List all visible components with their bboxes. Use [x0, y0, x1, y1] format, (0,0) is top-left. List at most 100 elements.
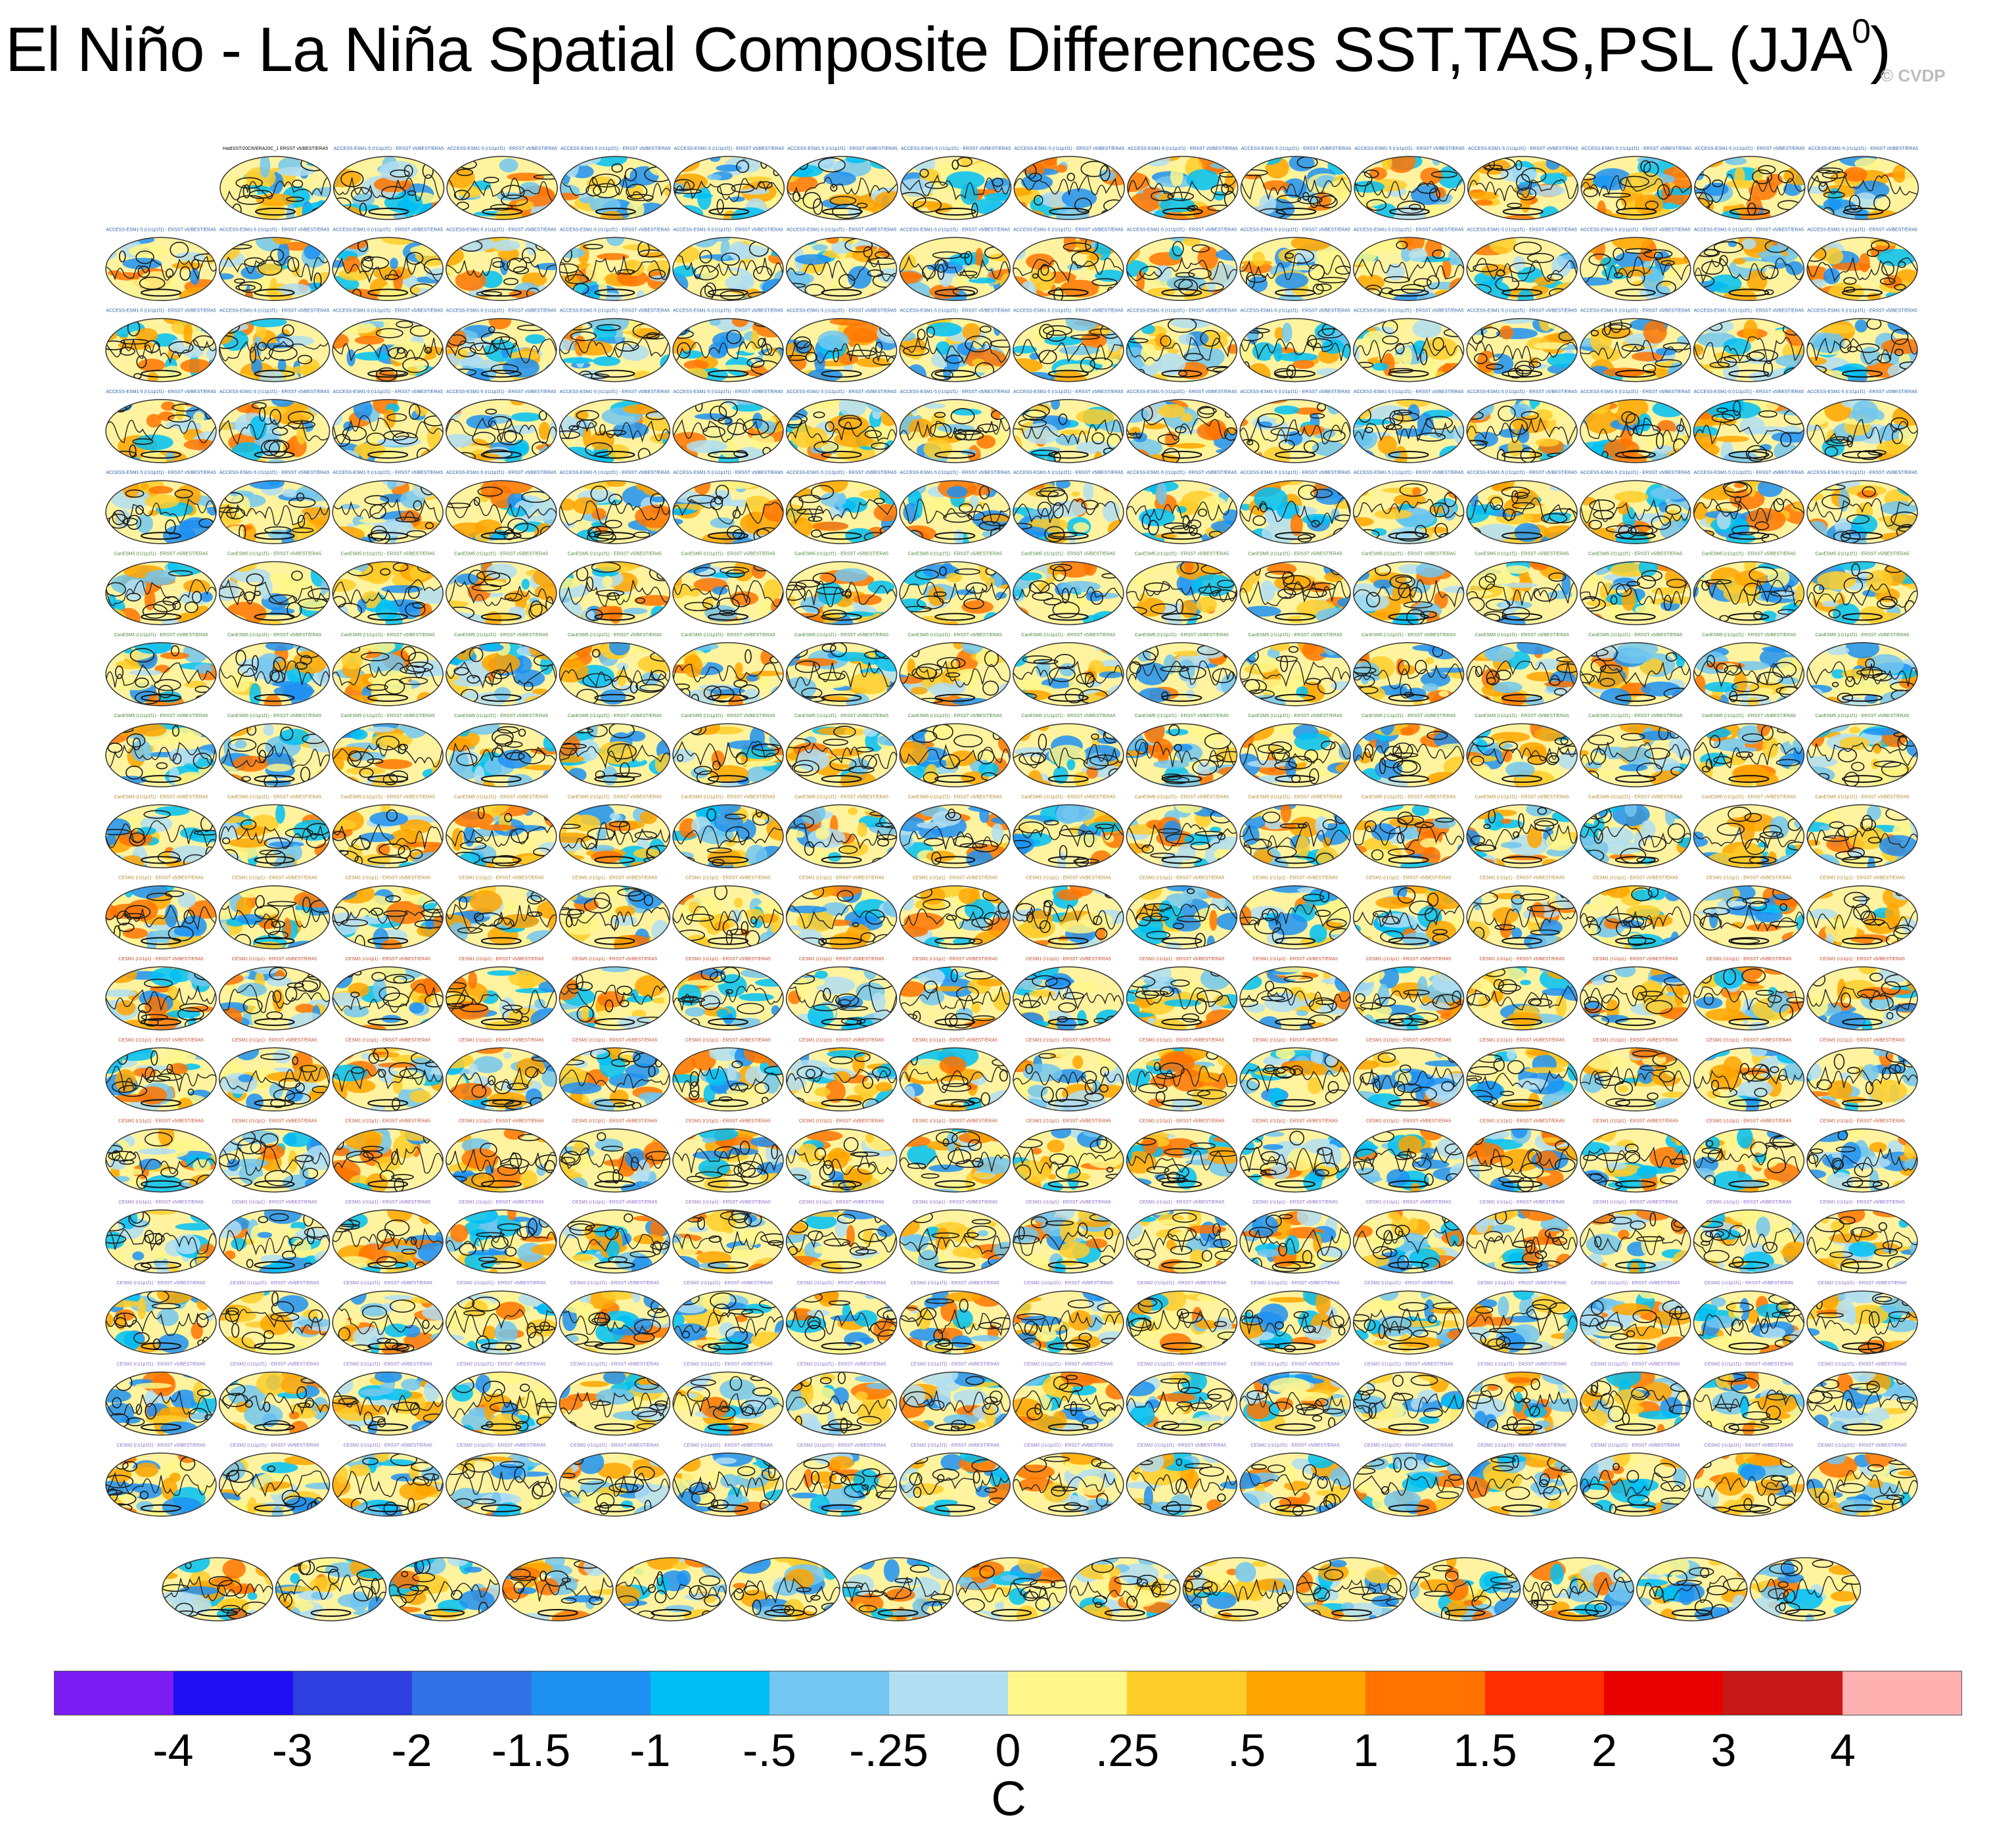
- map-panel-title: ACCESS-ESM1-5 (r1i1p1f1) - ERSST v5/BEST…: [673, 309, 783, 314]
- map-panel: CESM1 (r1i1p1) - ERSST v5/BEST/ERA5: [559, 1200, 671, 1274]
- map-panel: CanESM5 (r1i1p1f1) - ERSST v5/BEST/ERA5: [1580, 795, 1691, 869]
- map-panel-title: ACCESS-ESM1-5 (r1i1p1f1) - ERSST v5/BEST…: [219, 471, 330, 475]
- map-panel: CanESM5 (r1i1p1f1) - ERSST v5/BEST/ERA5: [672, 714, 784, 787]
- map-panel: CanESM5 (r1i1p1f1) - ERSST v5/BEST/ERA5: [1126, 795, 1238, 869]
- map-panel: CESM1 (r1i1p1) - ERSST v5/BEST/ERA5: [785, 1200, 898, 1274]
- map-panel: CESM2 (r1i1p1f1) - ERSST v5/BEST/ERA5: [1806, 1362, 1918, 1436]
- map-panel-title: ACCESS-ESM1-5 (r1i1p1f1) - ERSST v5/BEST…: [1354, 390, 1464, 394]
- map-panel: CESM1 (r1i1p1) - ERSST v5/BEST/ERA5: [785, 957, 898, 1031]
- map-panel-title: CanESM5 (r1i1p1f1) - ERSST v5/BEST/ERA5: [1021, 714, 1115, 718]
- map-panel: CanESM5 (r1i1p1f1) - ERSST v5/BEST/ERA5: [1806, 714, 1918, 787]
- map-panel: CESM2 (r1i1p1f1) - ERSST v5/BEST/ERA5: [332, 1362, 444, 1436]
- map-panel: CESM1 (r1i1p1) - ERSST v5/BEST/ERA5: [559, 1038, 671, 1112]
- map-panel: CESM1 (r1i1p1) - ERSST v5/BEST/ERA5: [1239, 1200, 1351, 1274]
- map-panel: ACCESS-ESM1-5 (r1i1p1f1) - ERSST v5/BEST…: [218, 227, 331, 302]
- map-panel: ACCESS-ESM1-5 (r1i1p1f1) - ERSST v5/BEST…: [899, 309, 1011, 383]
- map-panel-title: CESM1 (r1i1p1) - ERSST v5/BEST/ERA5: [232, 957, 317, 962]
- map-panel: ACCESS-ESM1-5 (r1i1p1f1) - ERSST v5/BEST…: [332, 309, 444, 383]
- map-panel-title: CanESM5 (r1i1p1f1) - ERSST v5/BEST/ERA5: [1362, 633, 1455, 638]
- map-panel: CESM1 (r1i1p1) - ERSST v5/BEST/ERA5: [1239, 957, 1351, 1031]
- map-panel-title: ACCESS-ESM1-5 (r1i1p1f1) - ERSST v5/BEST…: [106, 390, 216, 394]
- map-panel-title: CESM1 (r1i1p1) - ERSST v5/BEST/ERA5: [1366, 1200, 1452, 1205]
- map-panel: CanESM5 (r1i1p1f1) - ERSST v5/BEST/ERA5: [559, 795, 671, 869]
- map-panel-title: CanESM5 (r1i1p1f1) - ERSST v5/BEST/ERA5: [341, 795, 435, 799]
- map-panel: CESM1 (r1i1p1) - ERSST v5/BEST/ERA5: [332, 1038, 444, 1112]
- colorbar-box: [1127, 1671, 1247, 1715]
- map-panel-title: CESM1 (r1i1p1) - ERSST v5/BEST/ERA5: [118, 876, 204, 881]
- map-panel-title: CESM1 (r1i1p1) - ERSST v5/BEST/ERA5: [1593, 1200, 1678, 1205]
- map-panel-title: ACCESS-ESM1-5 (r1i1p1f1) - ERSST v5/BEST…: [1807, 390, 1917, 394]
- map-panel: CESM2 (r1i1p1f1) - ERSST v5/BEST/ERA5: [1013, 1362, 1124, 1436]
- map-panel-title: CESM2 (r1i1p1f1) - ERSST v5/BEST/ERA5: [230, 1443, 319, 1448]
- map-panel: ACCESS-ESM1-5 (r1i1p1f1) - ERSST v5/BEST…: [1580, 309, 1691, 383]
- map-panel-title: CESM1 (r1i1p1) - ERSST v5/BEST/ERA5: [572, 1038, 658, 1042]
- map-panel: CanESM5 (r1i1p1f1) - ERSST v5/BEST/ERA5: [332, 795, 444, 869]
- map-panel: ACCESS-ESM1-5 (r1i1p1f1) - ERSST v5/BEST…: [1352, 471, 1465, 544]
- map-panel: ACCESS-ESM1-5 (r1i1p1f1) - ERSST v5/BEST…: [332, 147, 445, 220]
- map-panel-title: CESM2 (r1i1p1f1) - ERSST v5/BEST/ERA5: [344, 1443, 432, 1448]
- map-panel-title: CanESM5 (r1i1p1f1) - ERSST v5/BEST/ERA5: [1362, 714, 1455, 718]
- map-panel: CESM1 (r1i1p1) - ERSST v5/BEST/ERA5: [1466, 1119, 1578, 1193]
- map-panel: CanESM5 (r1i1p1f1) - ERSST v5/BEST/ERA5: [1352, 633, 1465, 707]
- map-panel: CanESM5 (r1i1p1f1) - ERSST v5/BEST/ERA5: [105, 552, 217, 626]
- map-panel-title: CanESM5 (r1i1p1f1) - ERSST v5/BEST/ERA5: [568, 714, 662, 718]
- map-panel: CanESM5 (r1i1p1f1) - ERSST v5/BEST/ERA5: [1466, 714, 1578, 787]
- map-panel-title: CESM1 (r1i1p1) - ERSST v5/BEST/ERA5: [459, 1200, 544, 1205]
- map-panel-title: CESM2 (r1i1p1f1) - ERSST v5/BEST/ERA5: [1137, 1443, 1226, 1448]
- map-panel-title: ACCESS-ESM1-5 (r1i1p1f1) - ERSST v5/BEST…: [1240, 227, 1350, 232]
- map-panel-title: CESM2 (r1i1p1f1) - ERSST v5/BEST/ERA5: [570, 1443, 659, 1448]
- map-panel: CESM2 (r1i1p1f1) - ERSST v5/BEST/ERA5: [446, 1281, 557, 1355]
- map-panel: ACCESS-ESM1-5 (r1i1p1f1) - ERSST v5/BEST…: [672, 309, 784, 383]
- map-panel: CESM2 (r1i1p1f1) - ERSST v5/BEST/ERA5: [218, 1362, 331, 1436]
- map-panel-title: ACCESS-ESM1-5 (r1i1p1f1) - ERSST v5/BEST…: [219, 390, 330, 394]
- map-panel: CESM1 (r1i1p1) - ERSST v5/BEST/ERA5: [1126, 1200, 1238, 1274]
- map-panel: ACCESS-ESM1-5 (r1i1p1f1) - ERSST v5/BEST…: [446, 471, 557, 544]
- map-panel-title: CESM2 (r1i1p1f1) - ERSST v5/BEST/ERA5: [1364, 1281, 1453, 1286]
- map-panel: CESM2 (r1i1p1f1) - ERSST v5/BEST/ERA5: [1806, 1443, 1918, 1517]
- map-panel-title: CESM2 (r1i1p1f1) - ERSST v5/BEST/ERA5: [1591, 1443, 1680, 1448]
- map-panel-title: CESM1 (r1i1p1) - ERSST v5/BEST/ERA5: [1252, 876, 1338, 881]
- map-panel-title: CESM1 (r1i1p1) - ERSST v5/BEST/ERA5: [685, 1119, 771, 1124]
- map-panel-title: CESM1 (r1i1p1) - ERSST v5/BEST/ERA5: [459, 876, 544, 881]
- map-panel: CESM2 (r1i1p1f1) - ERSST v5/BEST/ERA5: [1352, 1281, 1465, 1355]
- map-panel: ACCESS-ESM1-5 (r1i1p1f1) - ERSST v5/BEST…: [446, 309, 557, 383]
- map-panel-title: CESM1 (r1i1p1) - ERSST v5/BEST/ERA5: [345, 876, 430, 881]
- map-panel-title: ACCESS-ESM1-5 (r1i1p1f1) - ERSST v5/BEST…: [1240, 309, 1350, 314]
- map-panel-title: CESM1 (r1i1p1) - ERSST v5/BEST/ERA5: [118, 957, 204, 962]
- map-panel-title: ACCESS-ESM1-5 (r1i1p1f1) - ERSST v5/BEST…: [334, 147, 444, 151]
- map-panel-title: CESM2 (r1i1p1f1) - ERSST v5/BEST/ERA5: [911, 1281, 999, 1286]
- map-panel-title: CESM1 (r1i1p1) - ERSST v5/BEST/ERA5: [1593, 1038, 1678, 1042]
- map-panel: CESM1 (r1i1p1) - ERSST v5/BEST/ERA5: [785, 1119, 898, 1193]
- map-panel: ACCESS-ESM1-5 (r1i1p1f1) - ERSST v5/BEST…: [785, 309, 898, 383]
- map-panel: [1749, 1557, 1862, 1621]
- map-panel-title: CESM2 (r1i1p1f1) - ERSST v5/BEST/ERA5: [1024, 1443, 1112, 1448]
- map-panel-title: CanESM5 (r1i1p1f1) - ERSST v5/BEST/ERA5: [1135, 795, 1229, 799]
- map-panel-title: CESM2 (r1i1p1f1) - ERSST v5/BEST/ERA5: [1478, 1443, 1567, 1448]
- map-panel-title: ACCESS-ESM1-5 (r1i1p1f1) - ERSST v5/BEST…: [1128, 147, 1238, 151]
- map-panel-title: CanESM5 (r1i1p1f1) - ERSST v5/BEST/ERA5: [1021, 633, 1115, 638]
- map-panel: CESM2 (r1i1p1f1) - ERSST v5/BEST/ERA5: [785, 1281, 898, 1355]
- map-panel-title: CanESM5 (r1i1p1f1) - ERSST v5/BEST/ERA5: [1135, 633, 1229, 638]
- map-panel-title: CanESM5 (r1i1p1f1) - ERSST v5/BEST/ERA5: [1475, 552, 1569, 557]
- map-panel: CESM2 (r1i1p1f1) - ERSST v5/BEST/ERA5: [1466, 1281, 1578, 1355]
- map-panel: CanESM5 (r1i1p1f1) - ERSST v5/BEST/ERA5: [446, 714, 557, 787]
- map-panel-title: CESM2 (r1i1p1f1) - ERSST v5/BEST/ERA5: [683, 1443, 772, 1448]
- map-panel-title: CESM1 (r1i1p1) - ERSST v5/BEST/ERA5: [572, 957, 658, 962]
- map-panel: ACCESS-ESM1-5 (r1i1p1f1) - ERSST v5/BEST…: [1239, 309, 1351, 383]
- map-panel: CESM1 (r1i1p1) - ERSST v5/BEST/ERA5: [672, 1119, 784, 1193]
- map-panel: ACCESS-ESM1-5 (r1i1p1f1) - ERSST v5/BEST…: [899, 471, 1011, 544]
- map-panel: CanESM5 (r1i1p1f1) - ERSST v5/BEST/ERA5: [446, 795, 557, 869]
- map-panel: CESM1 (r1i1p1) - ERSST v5/BEST/ERA5: [1580, 1200, 1691, 1274]
- map-panel-title: CanESM5 (r1i1p1f1) - ERSST v5/BEST/ERA5: [227, 633, 321, 638]
- map-panel-title: ACCESS-ESM1-5 (r1i1p1f1) - ERSST v5/BEST…: [1581, 147, 1691, 151]
- map-panel-title: CESM1 (r1i1p1) - ERSST v5/BEST/ERA5: [912, 957, 997, 962]
- colorbar-tick-label: 0: [995, 1725, 1021, 1776]
- map-panel-title: CanESM5 (r1i1p1f1) - ERSST v5/BEST/ERA5: [341, 552, 435, 557]
- colorbar-tick-label: -1.5: [491, 1725, 571, 1776]
- colorbar-box: [1008, 1671, 1128, 1715]
- map-panel: ACCESS-ESM1-5 (r1i1p1f1) - ERSST v5/BEST…: [1013, 390, 1124, 463]
- map-panel: ACCESS-ESM1-5 (r1i1p1f1) - ERSST v5/BEST…: [1352, 390, 1465, 463]
- map-panel: CanESM5 (r1i1p1f1) - ERSST v5/BEST/ERA5: [1352, 795, 1465, 869]
- map-panel: CESM2 (r1i1p1f1) - ERSST v5/BEST/ERA5: [1239, 1443, 1351, 1517]
- map-panel-title: ACCESS-ESM1-5 (r1i1p1f1) - ERSST v5/BEST…: [1127, 471, 1237, 475]
